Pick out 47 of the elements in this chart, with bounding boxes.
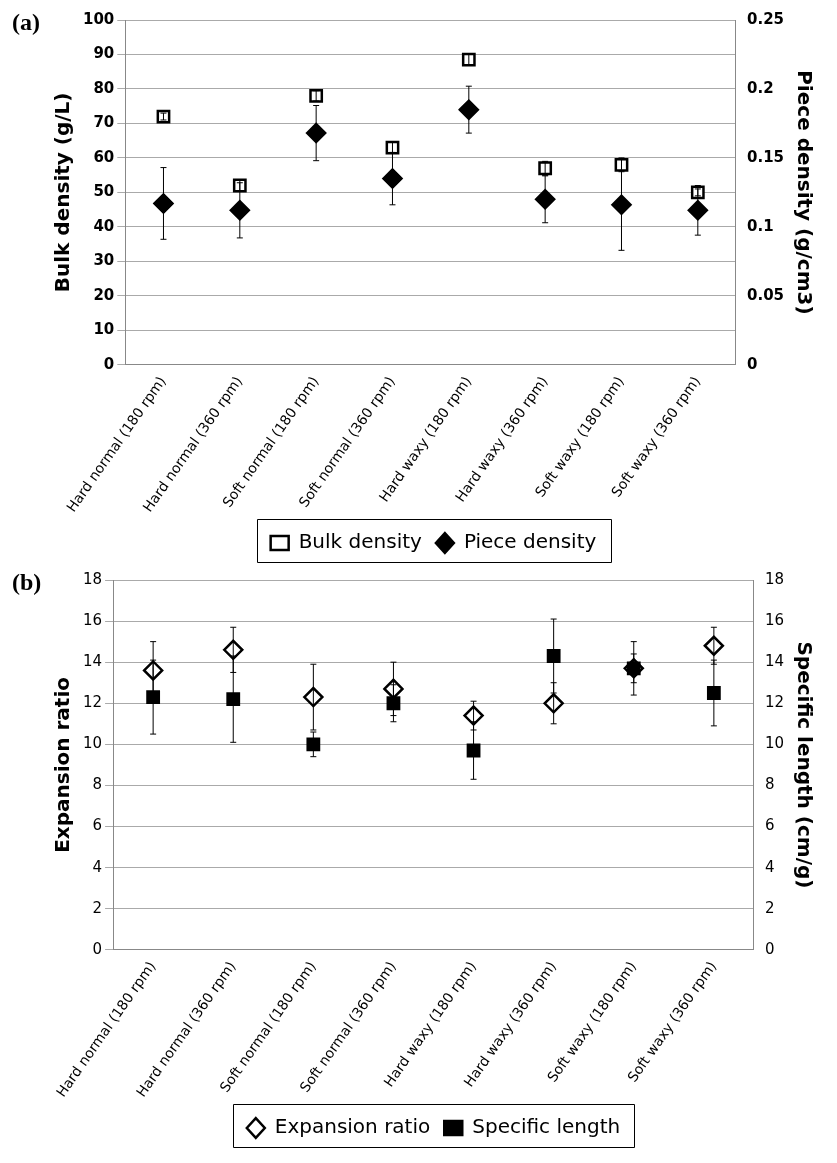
y2-tick-label: 18 bbox=[764, 569, 785, 588]
y-tick-label: 0 bbox=[92, 939, 103, 958]
legend-label: Expansion ratio bbox=[274, 1114, 431, 1139]
y-tick-label: 12 bbox=[82, 693, 103, 712]
y-tick-label: 70 bbox=[93, 113, 115, 132]
y-tick-label: 2 bbox=[92, 898, 103, 917]
y-tick-label: 6 bbox=[92, 816, 103, 835]
y2-axis-title: Piece density (g/cm3) bbox=[792, 70, 817, 315]
y2-tick-label: 0.2 bbox=[746, 78, 774, 97]
y-tick-label: 14 bbox=[82, 652, 103, 671]
y-tick-label: 4 bbox=[92, 857, 103, 876]
y-tick-label: 100 bbox=[83, 9, 115, 28]
y2-tick-label: 12 bbox=[764, 693, 785, 712]
y2-tick-label: 14 bbox=[764, 652, 785, 671]
y2-tick-label: 0.15 bbox=[746, 147, 785, 166]
y-axis-title: Bulk density (g/L) bbox=[50, 92, 75, 293]
legend-label: Specific length bbox=[472, 1114, 621, 1139]
y2-tick-label: 0 bbox=[746, 354, 758, 373]
y-tick-label: 30 bbox=[93, 251, 115, 270]
y-tick-label: 18 bbox=[82, 569, 103, 588]
y-tick-label: 0 bbox=[103, 354, 115, 373]
legend-label: Bulk density bbox=[298, 529, 423, 554]
y2-tick-label: 0 bbox=[764, 939, 775, 958]
y-tick-label: 10 bbox=[93, 320, 115, 339]
y-tick-label: 8 bbox=[92, 775, 103, 794]
y-tick-label: 40 bbox=[93, 216, 115, 235]
y2-tick-label: 0.1 bbox=[746, 216, 774, 235]
y-tick-label: 20 bbox=[93, 285, 115, 304]
y-tick-label: 16 bbox=[82, 610, 103, 629]
y2-tick-label: 4 bbox=[764, 857, 775, 876]
y-tick-label: 50 bbox=[93, 182, 115, 201]
y2-tick-label: 0.05 bbox=[746, 285, 785, 304]
y2-tick-label: 6 bbox=[764, 816, 775, 835]
y-axis-title: Expansion ratio bbox=[50, 676, 75, 853]
y2-tick-label: 8 bbox=[764, 775, 775, 794]
y2-tick-label: 10 bbox=[764, 734, 785, 753]
y-tick-label: 90 bbox=[93, 44, 115, 63]
text: (b) bbox=[12, 569, 42, 596]
y2-tick-label: 2 bbox=[764, 898, 775, 917]
y2-axis-title: Specific length (cm/g) bbox=[792, 641, 817, 889]
y-tick-label: 60 bbox=[93, 147, 115, 166]
y-tick-label: 10 bbox=[82, 734, 103, 753]
y2-tick-label: 0.25 bbox=[746, 9, 785, 28]
y2-tick-label: 16 bbox=[764, 610, 785, 629]
y-tick-label: 80 bbox=[93, 78, 115, 97]
legend-label: Piece density bbox=[463, 529, 597, 554]
text: (a) bbox=[12, 9, 40, 36]
